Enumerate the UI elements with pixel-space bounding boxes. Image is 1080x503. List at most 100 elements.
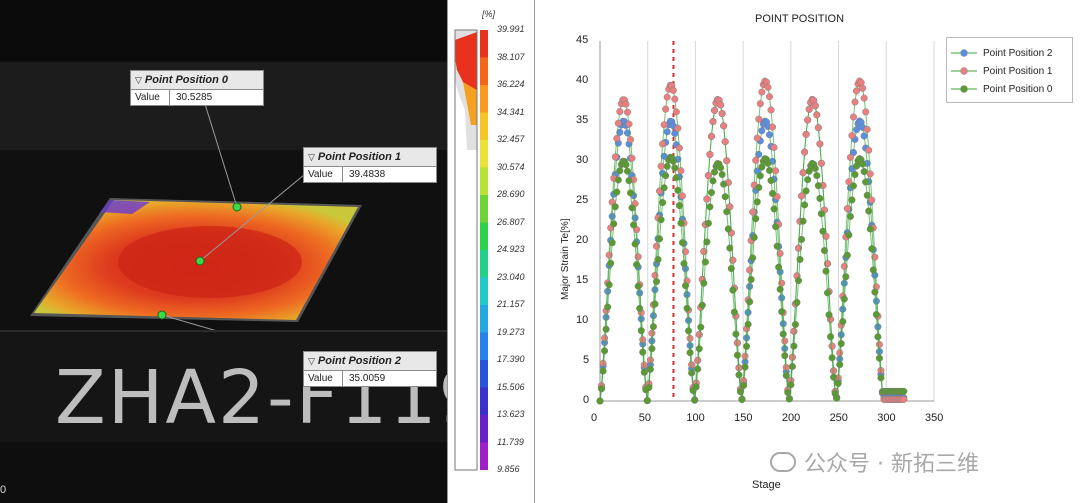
value-key: Value: [131, 90, 170, 105]
value-key: Value: [304, 167, 343, 182]
colorbar-swatch: [480, 57, 488, 85]
y-axis-label: Major Strain Te[%]: [560, 218, 571, 300]
collapse-triangle-icon[interactable]: ▽: [135, 75, 142, 85]
histogram-frame: [454, 29, 478, 471]
histogram-hot: [455, 32, 477, 92]
x-axis-label: Stage: [752, 479, 781, 491]
y-tick-label: 25: [576, 194, 589, 206]
legend-label: Point Position 2: [983, 47, 1053, 59]
legend-item-pp1: Point Position 1: [951, 64, 1053, 78]
value-text: 35.0059: [349, 373, 386, 384]
callout-value-row: Value 30.5285: [131, 89, 263, 105]
colorbar-tick-label: 17.390: [497, 354, 525, 364]
colorbar-swatch: [480, 140, 488, 168]
colorbar-swatch: [480, 222, 488, 250]
y-tick-label: 10: [576, 314, 589, 326]
callout-value-row: Value 35.0059: [304, 370, 436, 386]
colorbar-tick-label: 15.506: [497, 381, 525, 392]
y-tick-label: 20: [576, 234, 589, 246]
callout-header: ▽ Point Position 2: [304, 352, 436, 370]
callout-header: ▽ Point Position 1: [304, 148, 436, 166]
x-tick-label: 50: [638, 412, 651, 424]
legend-marker-icon: [951, 85, 977, 93]
strain-field-view: ZHA2-F119- 0 ▽Point Position 0 Value30.5…: [0, 0, 447, 503]
point-marker-1[interactable]: [195, 256, 205, 266]
callout-point-0[interactable]: ▽ Point Position 0 Value 30.5285: [130, 70, 264, 106]
leader-line-0: [199, 87, 238, 208]
colorbar-swatch: [480, 195, 488, 223]
y-tick-label: 45: [576, 34, 589, 46]
colorbar-tick-label: 9.856: [497, 464, 520, 474]
callout-title: Point Position 0: [144, 74, 229, 86]
value-text: 39.4838: [349, 169, 386, 180]
background-top: [0, 0, 447, 60]
chart-legend: Point Position 2 Point Position 1 Point …: [946, 37, 1073, 103]
colorbar-tick-label: 28.690: [497, 189, 525, 199]
x-tick-label: 200: [781, 412, 801, 424]
x-tick-label: 150: [734, 412, 753, 424]
colorbar-swatch: [480, 442, 488, 470]
strain-low-corner: [100, 200, 150, 214]
wechat-icon: [770, 452, 796, 472]
value-text: 30.5285: [176, 92, 213, 103]
legend-marker-icon: [951, 67, 977, 75]
x-tick-label: 100: [686, 412, 705, 424]
value-key: Value: [304, 371, 343, 386]
colorbar-tick-label: 30.574: [497, 161, 525, 172]
colorbar-swatch: [480, 387, 488, 415]
colorbar-swatch: [480, 277, 488, 305]
x-tick-label: 250: [829, 412, 848, 424]
x-tick-label: 300: [877, 412, 896, 424]
y-tick-label: 0: [583, 394, 590, 406]
x-tick-label: 350: [925, 412, 944, 424]
callout-point-1[interactable]: ▽ Point Position 1 Value 39.4838: [303, 147, 437, 183]
colorbar-swatch: [480, 305, 488, 333]
colorbar-tick-label: 34.341: [497, 106, 525, 117]
watermark-text: 公众号 · 新拓三维: [804, 452, 979, 477]
colorbar-tick-label: 23.040: [497, 271, 525, 282]
callout-point-2[interactable]: ▽ Point Position 2 Value 35.0059: [303, 351, 437, 387]
colorbar-swatch: [480, 112, 488, 140]
legend-label: Point Position 1: [983, 65, 1053, 77]
y-tick-label: 35: [576, 114, 589, 126]
colorbar-swatch: [480, 360, 488, 388]
y-tick-label: 5: [583, 354, 590, 366]
callout-title: Point Position 1: [317, 151, 402, 163]
colorbar-tick-label: 21.157: [497, 299, 525, 309]
colorbar-swatch: [480, 332, 488, 360]
colorbar-swatch: [480, 30, 488, 58]
leader-line-1: [199, 169, 311, 262]
point-marker-0[interactable]: [232, 202, 242, 212]
collapse-triangle-icon[interactable]: ▽: [308, 152, 315, 162]
colorbar-tick-label: 11.739: [497, 436, 524, 447]
x-tick-label: 0: [591, 412, 598, 424]
colorbar-tick-label: 36.224: [497, 79, 525, 89]
callout-title: Point Position 2: [317, 355, 402, 367]
y-tick-label: 30: [576, 154, 589, 166]
legend-item-pp2: Point Position 2: [951, 46, 1053, 60]
y-tick-label: 15: [576, 274, 589, 286]
histogram-warm: [463, 82, 477, 125]
legend-marker-icon: [951, 49, 977, 57]
collapse-triangle-icon[interactable]: ▽: [308, 356, 315, 366]
colorbar-swatch: [480, 85, 488, 113]
callout-header: ▽ Point Position 0: [131, 71, 263, 89]
corner-label: 0: [0, 484, 7, 496]
point-marker-2[interactable]: [157, 310, 167, 320]
colorbar-tick-label: 26.807: [497, 216, 525, 227]
strain-field-svg: [0, 0, 447, 359]
colorbar-tick-label: 13.623: [497, 409, 525, 419]
colorbar-tick-label: 24.923: [497, 244, 525, 254]
colorbar-svg: [454, 29, 488, 471]
legend-label: Point Position 0: [983, 83, 1053, 95]
y-tick-label: 40: [576, 74, 589, 86]
colorbar-swatch: [480, 415, 488, 443]
chart-title: POINT POSITION: [755, 13, 845, 25]
colorbar-unit: [%]: [482, 9, 496, 19]
colorbar-swatches: [480, 30, 488, 470]
colorbar-swatch: [480, 167, 488, 195]
strain-hotspot: [118, 226, 302, 298]
watermark: 公众号 · 新拓三维: [770, 446, 979, 478]
colorbar-tick-label: 39.991: [497, 24, 525, 34]
legend-item-pp0: Point Position 0: [951, 82, 1053, 96]
